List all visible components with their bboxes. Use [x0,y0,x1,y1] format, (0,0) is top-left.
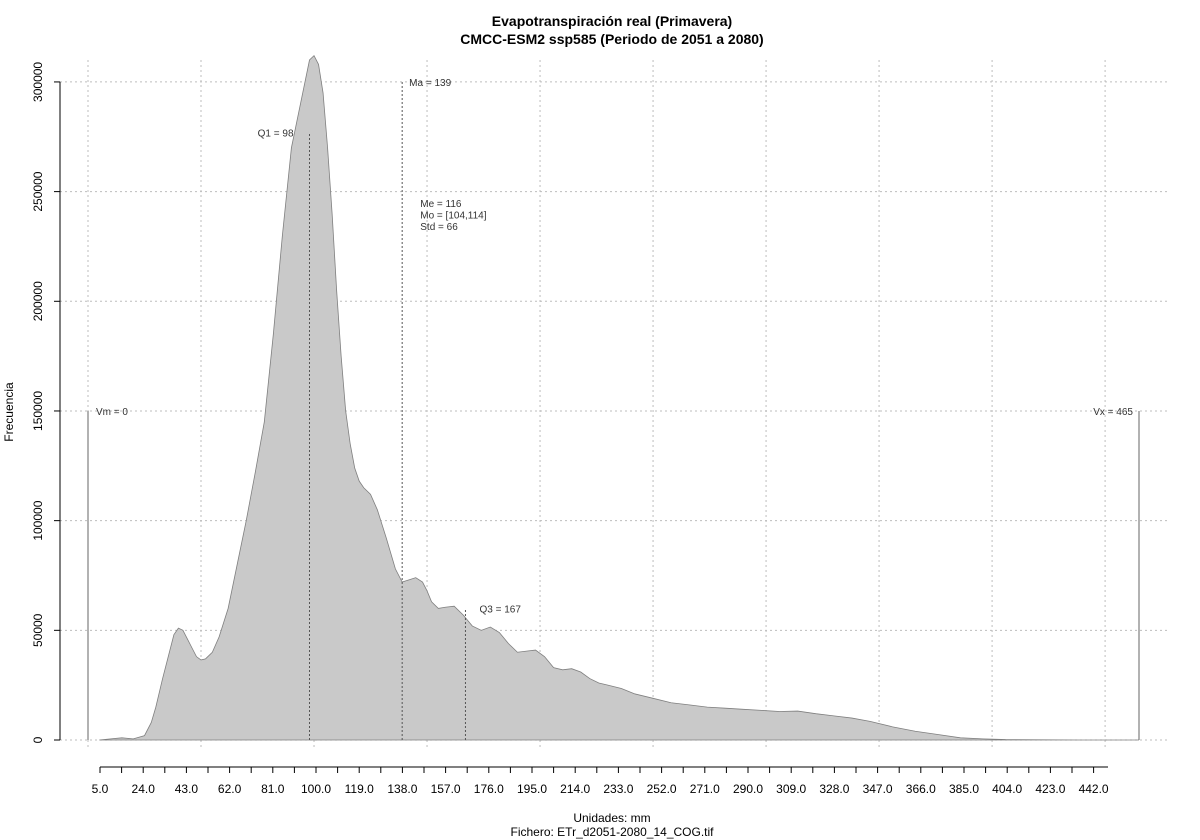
ma-label: Ma = 139 [409,78,451,89]
x-tick-label: 423.0 [1035,782,1065,796]
x-tick-label: 100.0 [301,782,331,796]
x-tick-label: 214.0 [560,782,590,796]
y-tick-label: 50000 [31,613,45,647]
q3-label: Q3 = 167 [479,604,521,615]
x-tick-label: 43.0 [175,782,199,796]
chart-subtitle: CMCC-ESM2 ssp585 (Periodo de 2051 a 2080… [460,31,763,47]
x-tick-label: 5.0 [92,782,109,796]
x-tick-label: 233.0 [603,782,633,796]
vm-label: Vm = 0 [96,407,128,418]
vx-label: Vx = 465 [1093,407,1133,418]
y-tick-label: 250000 [31,171,45,211]
x-tick-label: 176.0 [474,782,504,796]
stats-line: Me = 116 [420,199,462,210]
x-tick-label: 328.0 [819,782,849,796]
x-tick-label: 157.0 [431,782,461,796]
tick-marks: 0 50000 100000 150000 200000 250000 300000 5.0 2… [31,62,1109,796]
x-tick-label: 366.0 [906,782,936,796]
x-tick-label: 24.0 [132,782,156,796]
x-tick-label: 309.0 [776,782,806,796]
density-area-series [99,54,1139,741]
y-tick-label: 0 [31,736,45,743]
y-tick-label: 200000 [31,281,45,321]
y-tick-label: 300000 [31,62,45,102]
q1-label: Q1 = 98 [258,128,294,139]
x-tick-label: 442.0 [1079,782,1109,796]
x-tick-label: 290.0 [733,782,763,796]
footer-filename: Fichero: ETr_d2051-2080_14_COG.tif [511,825,715,839]
y-tick-label: 100000 [31,500,45,540]
y-tick-label: 150000 [31,391,45,431]
x-tick-label: 62.0 [218,782,242,796]
stats-line: Std = 66 [420,222,458,233]
x-tick-label: 119.0 [345,782,374,796]
x-axis-label: Unidades: mm [573,811,650,825]
x-tick-label: 81.0 [261,782,285,796]
x-tick-label: 385.0 [949,782,979,796]
grid-lines [60,60,1170,750]
statistic-markers: Vm = 0 Q1 = 98 Ma = 139 Q3 = 167 Vx = 465 Me … [87,78,1140,740]
stats-line: Mo = [104,114] [420,210,486,221]
x-tick-label: 271.0 [690,782,720,796]
x-tick-label: 404.0 [992,782,1022,796]
x-tick-label: 138.0 [387,782,417,796]
distribution-area [99,54,1139,741]
x-tick-label: 347.0 [863,782,893,796]
x-tick-label: 252.0 [647,782,677,796]
x-tick-label: 195.0 [517,782,547,796]
y-axis-label: Frecuencia [2,382,16,442]
chart-title: Evapotranspiración real (Primavera) [492,13,732,29]
